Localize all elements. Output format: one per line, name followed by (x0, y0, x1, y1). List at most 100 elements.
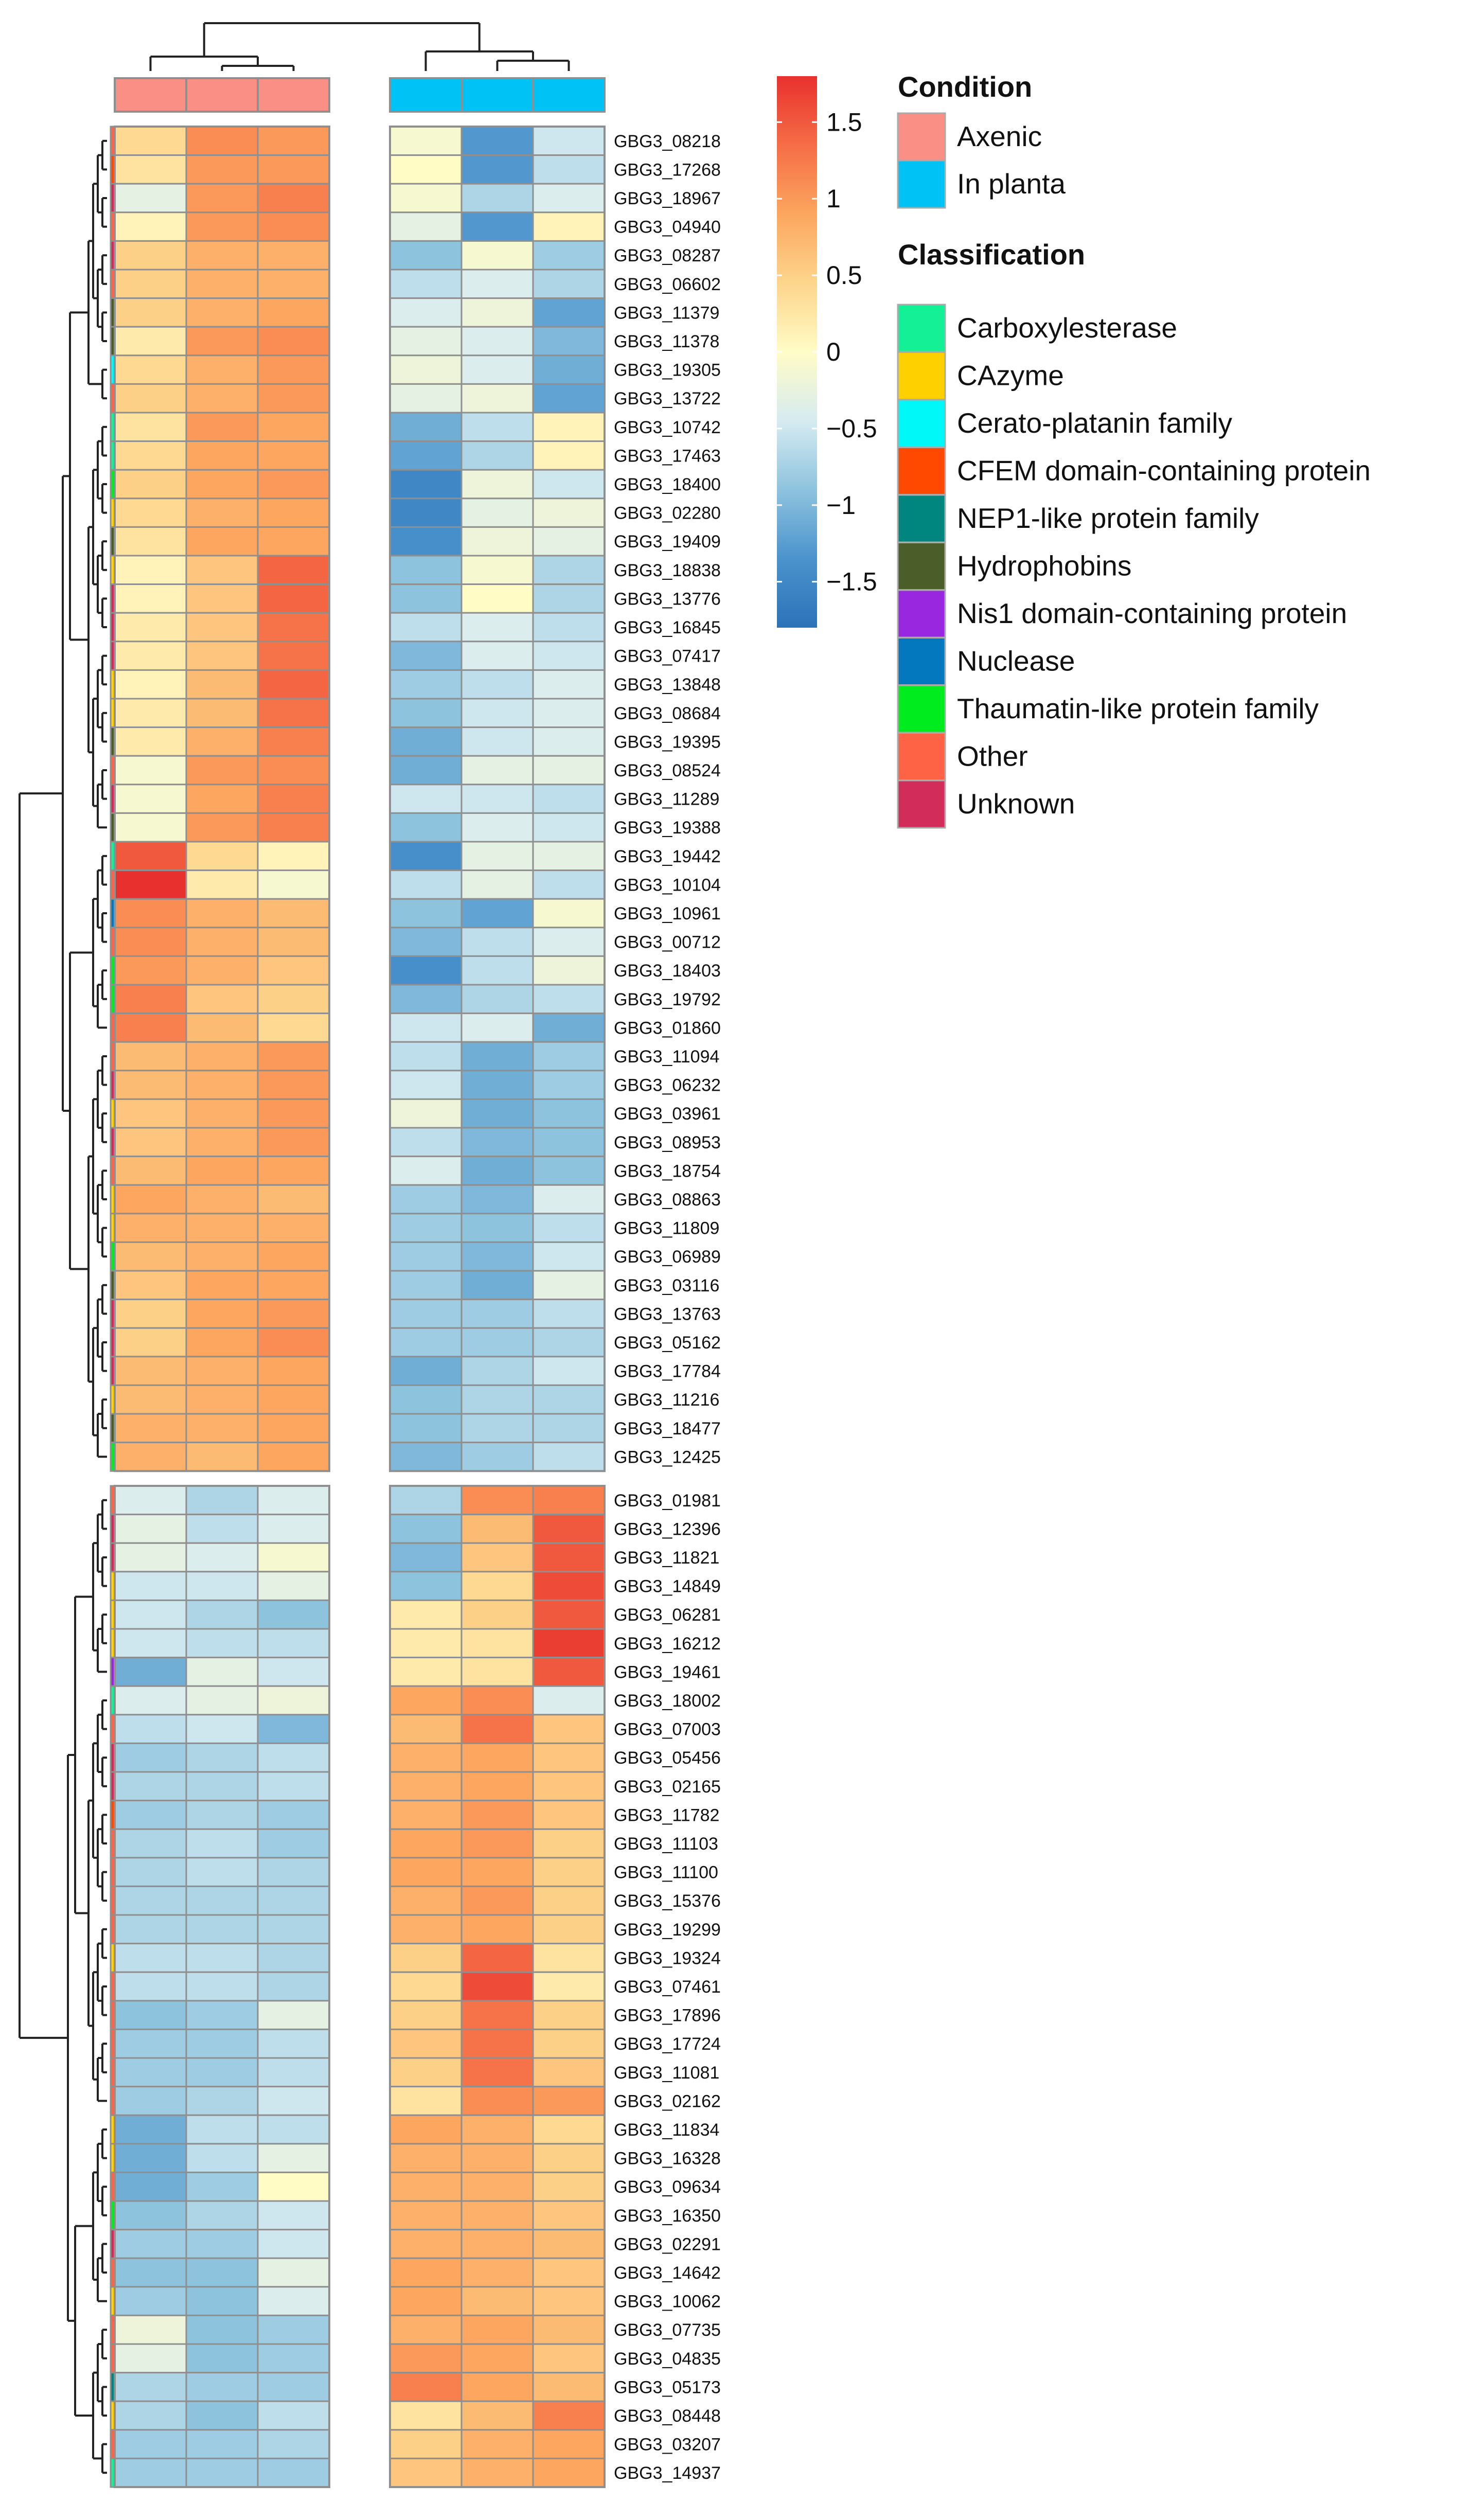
heatmap-cell (257, 841, 330, 872)
gene-label: GBG3_19324 (614, 1948, 721, 1968)
heatmap-cell (114, 841, 187, 872)
heatmap-cell (460, 412, 534, 442)
heatmap-cell (114, 269, 187, 299)
heatmap-cell (532, 1771, 606, 1802)
gene-label: GBG3_13776 (614, 589, 721, 609)
heatmap-cell (185, 269, 259, 299)
heatmap-cell (257, 526, 330, 557)
scale-tick-label: −1.5 (826, 567, 877, 596)
heatmap-cell (389, 612, 463, 643)
gene-label: GBG3_19388 (614, 818, 721, 838)
heatmap-cell (114, 726, 187, 757)
heatmap-cell (460, 2372, 534, 2402)
heatmap-cell (185, 2400, 259, 2431)
gene-label: GBG3_18754 (614, 1161, 721, 1181)
heatmap-cell (460, 1685, 534, 1716)
gene-label: GBG3_18477 (614, 1419, 721, 1439)
heatmap-cell (185, 1213, 259, 1243)
heatmap-cell (532, 1914, 606, 1945)
heatmap-cell (257, 440, 330, 471)
heatmap-cell (389, 784, 463, 814)
heatmap-cell (532, 1127, 606, 1158)
heatmap-cell (114, 641, 187, 671)
heatmap-cell (114, 898, 187, 929)
classification-legend-swatch (897, 732, 946, 781)
heatmap-cell (389, 440, 463, 471)
heatmap-cell (532, 1299, 606, 1329)
heatmap-cell (185, 412, 259, 442)
heatmap-cell (532, 841, 606, 872)
gene-label: GBG3_18967 (614, 189, 721, 208)
heatmap-cell (185, 641, 259, 671)
heatmap-cell (185, 1885, 259, 1916)
color-scale-legend: 1.5 1 0.5 0 −0.5 −1 −1.5 (777, 76, 877, 628)
heatmap-cell (114, 498, 187, 528)
heatmap-cell (389, 1270, 463, 1301)
heatmap-cell (185, 2457, 259, 2488)
heatmap-cell (532, 1156, 606, 1186)
heatmap-cell (532, 1270, 606, 1301)
condition-cell-5 (460, 77, 534, 113)
heatmap-cell (389, 2429, 463, 2459)
heatmap-cell (114, 2400, 187, 2431)
heatmap-cell (460, 326, 534, 357)
heatmap-cell (389, 2343, 463, 2374)
heatmap-cell (389, 1184, 463, 1215)
heatmap-cell (257, 984, 330, 1015)
heatmap-cell (532, 1384, 606, 1415)
condition-legend-title: Condition (898, 70, 1032, 103)
heatmap-cell (532, 383, 606, 414)
heatmap-cell (114, 2257, 187, 2288)
heatmap-cell (460, 1241, 534, 1272)
heatmap-cell (257, 927, 330, 957)
block-frame (114, 126, 330, 1472)
heatmap-cell (185, 498, 259, 528)
heatmap-cell (532, 1485, 606, 1516)
heatmap-cell (460, 583, 534, 614)
heatmap-cell (257, 126, 330, 156)
heatmap-cell (460, 1542, 534, 1573)
heatmap-cell (532, 1628, 606, 1659)
heatmap-cell (114, 297, 187, 328)
heatmap-cell (389, 1213, 463, 1243)
heatmap-cell (257, 1943, 330, 1973)
heatmap-cell (532, 2257, 606, 2288)
condition-legend-label: In planta (957, 168, 1066, 200)
heatmap-cell (114, 1742, 187, 1773)
heatmap-cell (460, 927, 534, 957)
heatmap-cell (389, 211, 463, 242)
heatmap-cell (532, 1542, 606, 1573)
heatmap-cell (460, 898, 534, 929)
heatmap-cell (460, 498, 534, 528)
heatmap-cell (114, 1413, 187, 1444)
classification-legend-swatch (897, 494, 946, 543)
heatmap-cell (257, 1356, 330, 1386)
heatmap-cell (389, 2400, 463, 2431)
heatmap-cell (532, 1070, 606, 1100)
heatmap-cell (114, 1442, 187, 1472)
heatmap-cell (114, 1542, 187, 1573)
scale-tick-label: 1.5 (826, 108, 862, 136)
gene-label: GBG3_13763 (614, 1304, 721, 1324)
heatmap-cell (389, 669, 463, 700)
condition-legend-swatch (897, 159, 946, 209)
heatmap-cell (185, 2143, 259, 2173)
color-scale-bar (777, 76, 817, 628)
heatmap-cell (114, 2114, 187, 2145)
heatmap-cell (460, 240, 534, 271)
heatmap-cell (114, 612, 187, 643)
heatmap-cell (389, 2143, 463, 2173)
heatmap-cell (185, 2429, 259, 2459)
heatmap-cell (185, 2200, 259, 2231)
heatmap-cell (185, 1270, 259, 1301)
heatmap-cell (389, 1127, 463, 1158)
heatmap-cell (532, 1041, 606, 1072)
heatmap-cell (114, 955, 187, 986)
heatmap-cell (532, 1184, 606, 1215)
heatmap-cell (389, 1800, 463, 1830)
heatmap-cell (460, 2400, 534, 2431)
heatmap-cell (532, 2286, 606, 2316)
heatmap-cell (257, 2057, 330, 2088)
heatmap-cell (532, 2400, 606, 2431)
gene-label: GBG3_19395 (614, 732, 721, 752)
